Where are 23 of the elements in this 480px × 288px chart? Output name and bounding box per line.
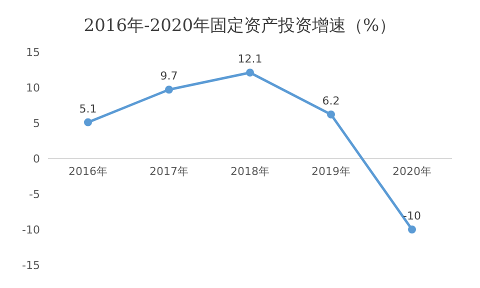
x-tick-label: 2019年 [312, 165, 350, 178]
point [327, 110, 335, 118]
y-tick-label: 5 [33, 116, 40, 130]
point [408, 226, 416, 234]
point [165, 86, 173, 94]
point [246, 68, 254, 77]
data-label: 9.7 [160, 70, 178, 83]
data-label: 5.1 [79, 102, 97, 116]
x-tick-label: 2017年 [150, 165, 188, 178]
chart-title: 2016年-2020年固定资产投资增速（%） [82, 15, 398, 37]
y-tick-label: 15 [26, 46, 40, 59]
y-tick-label: 0 [33, 152, 40, 166]
data-label: 12.1 [238, 52, 262, 66]
y-tick-label: 10 [26, 81, 40, 94]
y-tick-label: -15 [22, 258, 40, 272]
x-tick-label: 2018年 [230, 165, 270, 178]
point [84, 118, 92, 126]
y-tick-label: -10 [22, 223, 40, 236]
y-tick-label: -5 [29, 188, 40, 201]
data-label: -10 [403, 210, 421, 222]
x-tick-label: 2016年 [68, 165, 108, 178]
x-tick-label: 2020年 [392, 165, 432, 178]
data-label: 6.2 [322, 94, 340, 108]
